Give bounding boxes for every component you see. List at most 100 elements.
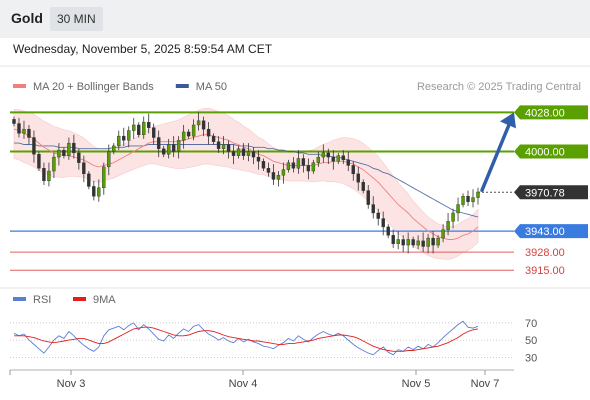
level-tag-1 bbox=[514, 105, 588, 120]
level-label-3: 3970.78 bbox=[525, 187, 565, 199]
candle-body-69 bbox=[351, 165, 355, 175]
candle-body-65 bbox=[331, 156, 336, 162]
candle-body-54 bbox=[276, 175, 281, 180]
candle-body-39 bbox=[201, 120, 206, 130]
candle-body-8 bbox=[47, 170, 51, 182]
candle-body-15 bbox=[82, 162, 86, 175]
candle-body-47 bbox=[241, 148, 246, 156]
candle-body-7 bbox=[42, 168, 46, 182]
rsi-legend-swatch-1 bbox=[13, 297, 26, 301]
candle-body-28 bbox=[147, 121, 151, 128]
candle-body-79 bbox=[401, 239, 405, 246]
ma50-line bbox=[14, 142, 479, 218]
candle-body-18 bbox=[97, 187, 101, 197]
candle-body-73 bbox=[371, 204, 375, 214]
candle-body-92 bbox=[466, 195, 470, 202]
candle-body-81 bbox=[411, 239, 415, 246]
level-label-5: 3928.00 bbox=[525, 247, 565, 259]
candle-body-26 bbox=[137, 124, 141, 135]
candle-body-56 bbox=[286, 162, 291, 170]
candle-body-5 bbox=[32, 137, 36, 155]
x-tick-label-4: Nov 7 bbox=[471, 378, 500, 390]
candle-body-53 bbox=[271, 172, 276, 180]
instrument-title: Gold bbox=[11, 10, 43, 26]
candle-body-67 bbox=[341, 155, 345, 161]
candle-body-87 bbox=[441, 229, 445, 239]
candle-body-4 bbox=[27, 128, 31, 138]
candle-body-75 bbox=[381, 218, 385, 228]
x-tick-label-2: Nov 4 bbox=[229, 378, 258, 390]
level-label-6: 3915.00 bbox=[525, 265, 565, 277]
candle-body-1 bbox=[12, 119, 16, 124]
candle-body-70 bbox=[356, 173, 360, 183]
candle-body-27 bbox=[142, 121, 146, 135]
candle-body-40 bbox=[206, 128, 211, 137]
rsi-tick-50: 50 bbox=[525, 335, 537, 347]
legend-label-1: MA 20 + Bollinger Bands bbox=[33, 81, 154, 93]
level-label-2: 4000.00 bbox=[525, 146, 565, 158]
level-tag-2 bbox=[514, 144, 588, 159]
level-tag-4 bbox=[514, 224, 588, 239]
credit-text: Research © 2025 Trading Central bbox=[417, 81, 581, 93]
candle-body-66 bbox=[336, 155, 341, 162]
candle-body-60 bbox=[306, 165, 311, 172]
rsi-ma-line bbox=[14, 326, 479, 352]
candle-body-59 bbox=[301, 158, 306, 166]
chart-datetime: Wednesday, November 5, 2025 8:59:54 AM C… bbox=[13, 42, 273, 56]
rsi-line bbox=[13, 320, 479, 356]
candle-body-21 bbox=[112, 145, 116, 152]
candle-body-82 bbox=[416, 240, 420, 246]
candle-body-38 bbox=[196, 120, 201, 126]
candle-body-78 bbox=[396, 239, 400, 244]
candle-body-42 bbox=[216, 141, 221, 149]
candle-body-17 bbox=[92, 186, 96, 197]
candle-body-48 bbox=[246, 151, 251, 156]
level-tag-3 bbox=[514, 185, 588, 200]
candle-body-3 bbox=[22, 128, 26, 134]
forecast-arrow-shaft bbox=[480, 120, 512, 193]
candle-body-36 bbox=[186, 131, 191, 137]
candle-body-6 bbox=[37, 154, 41, 169]
rsi-legend-label-2: 9MA bbox=[93, 294, 116, 306]
candle-body-33 bbox=[171, 144, 176, 152]
candle-body-11 bbox=[62, 149, 66, 156]
candle-body-46 bbox=[236, 148, 241, 156]
legend-swatch-2 bbox=[175, 84, 189, 88]
candle-body-22 bbox=[117, 135, 121, 147]
candle-body-93 bbox=[471, 197, 475, 202]
candle-body-88 bbox=[446, 221, 450, 230]
forecast-arrow-head bbox=[500, 112, 516, 129]
legend-swatch-1 bbox=[13, 84, 26, 88]
candle-body-41 bbox=[211, 135, 216, 142]
candle-body-12 bbox=[67, 142, 71, 156]
candle-body-80 bbox=[406, 239, 410, 246]
candle-body-64 bbox=[326, 152, 331, 158]
candle-body-89 bbox=[451, 212, 455, 222]
candle-body-51 bbox=[261, 161, 266, 169]
candle-body-29 bbox=[151, 127, 156, 138]
candle-body-34 bbox=[176, 140, 181, 152]
rsi-tick-30: 30 bbox=[525, 352, 537, 364]
candle-body-85 bbox=[431, 237, 435, 246]
candle-body-63 bbox=[321, 152, 326, 158]
candle-body-43 bbox=[221, 144, 226, 149]
candle-body-61 bbox=[311, 162, 316, 172]
timeframe-badge[interactable]: 30 MIN bbox=[50, 7, 103, 31]
candle-body-62 bbox=[316, 156, 321, 163]
candle-body-44 bbox=[226, 144, 231, 152]
candle-body-16 bbox=[87, 173, 91, 187]
candle-body-35 bbox=[181, 131, 186, 141]
rsi-legend-swatch-2 bbox=[73, 297, 86, 301]
rsi-legend-label-1: RSI bbox=[33, 294, 51, 306]
x-tick-label-3: Nov 5 bbox=[402, 378, 431, 390]
candle-body-72 bbox=[366, 190, 370, 205]
candle-body-31 bbox=[161, 148, 166, 155]
candle-body-45 bbox=[231, 151, 236, 156]
candle-body-68 bbox=[346, 159, 350, 166]
candle-body-37 bbox=[191, 124, 196, 137]
candle-body-57 bbox=[291, 162, 296, 169]
candle-body-71 bbox=[361, 182, 365, 191]
candle-body-25 bbox=[132, 124, 136, 131]
candle-body-91 bbox=[461, 195, 465, 205]
